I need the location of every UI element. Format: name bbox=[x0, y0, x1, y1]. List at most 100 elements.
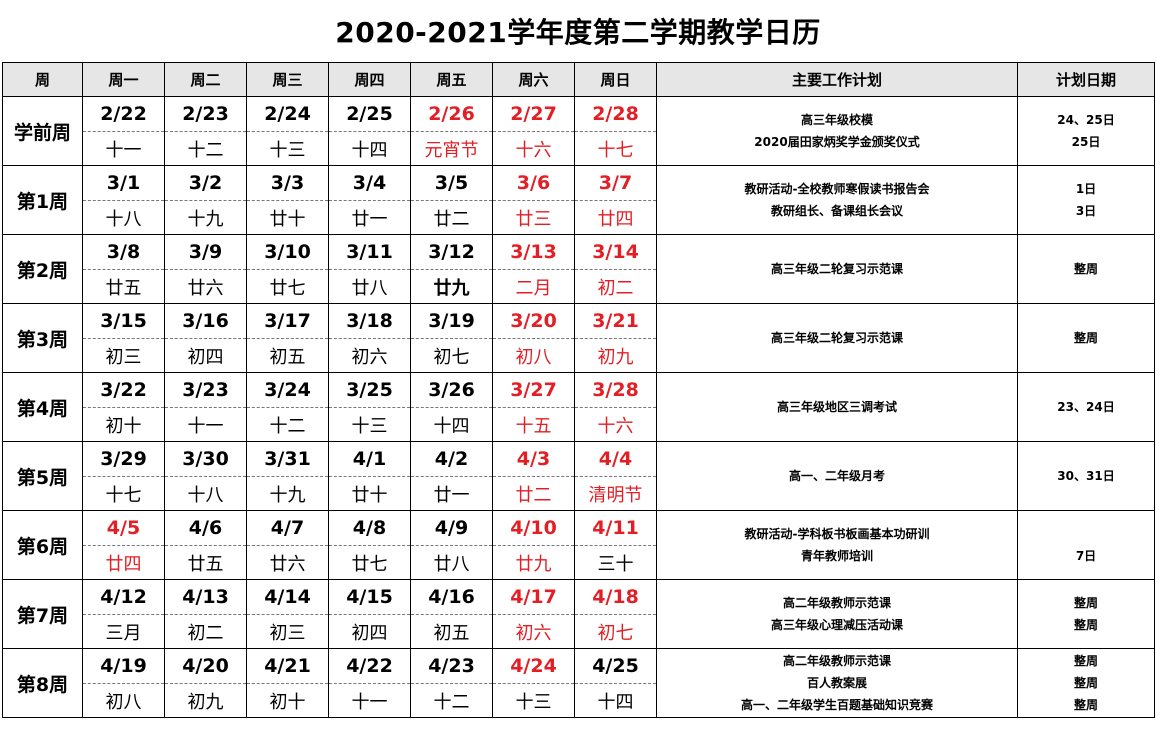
date-cell: 3/9 bbox=[164, 234, 247, 270]
date-cell: 2/27 bbox=[492, 96, 575, 132]
plan-item: 教研组长、备课组长会议 bbox=[770, 204, 903, 218]
plan-date-cell: 整周 bbox=[1017, 234, 1155, 304]
lunar-cell: 廿六 bbox=[164, 269, 247, 304]
week-label: 第7周 bbox=[2, 579, 83, 649]
lunar-cell: 廿一 bbox=[410, 476, 493, 511]
date-cell: 4/19 bbox=[82, 648, 165, 684]
lunar-cell: 初九 bbox=[164, 683, 247, 718]
lunar-cell: 初七 bbox=[574, 614, 657, 649]
date-cell: 4/9 bbox=[410, 510, 493, 546]
date-cell: 3/20 bbox=[492, 303, 575, 339]
week-date-row: 学前周 2/22 2/23 2/24 2/25 2/26 2/27 2/28 高三年级校模 202… bbox=[2, 96, 1155, 166]
header-fri: 周五 bbox=[410, 62, 493, 97]
plan-item: 百人教案展 bbox=[806, 676, 867, 690]
plan-item: 教研活动-学科板书板画基本功研训 bbox=[744, 527, 930, 541]
week-date-row: 第2周 3/8 3/9 3/10 3/11 3/12 3/13 3/14 高三年级二轮复习示范课… bbox=[2, 234, 1155, 304]
date-cell: 4/25 bbox=[574, 648, 657, 684]
plan-cell: 高二年级教师示范课 百人教案展 高一、二年级学生百题基础知识竞赛 bbox=[656, 648, 1018, 718]
lunar-cell: 廿一 bbox=[328, 200, 411, 235]
week-label: 第6周 bbox=[2, 510, 83, 580]
lunar-cell: 十九 bbox=[164, 200, 247, 235]
plan-date-item: 7日 bbox=[1075, 549, 1097, 563]
lunar-cell: 十四 bbox=[410, 407, 493, 442]
week-label: 第2周 bbox=[2, 234, 83, 304]
date-cell: 2/25 bbox=[328, 96, 411, 132]
lunar-cell: 廿五 bbox=[82, 269, 165, 304]
date-cell: 4/22 bbox=[328, 648, 411, 684]
week-label: 第3周 bbox=[2, 303, 83, 373]
date-cell: 4/3 bbox=[492, 441, 575, 477]
plan-date-item: 25日 bbox=[1071, 135, 1101, 149]
lunar-cell: 十八 bbox=[164, 476, 247, 511]
lunar-cell: 十四 bbox=[328, 131, 411, 166]
plan-date-cell: 整周 整周 整周 bbox=[1017, 648, 1155, 718]
date-cell: 4/8 bbox=[328, 510, 411, 546]
date-cell: 3/13 bbox=[492, 234, 575, 270]
lunar-cell: 十二 bbox=[164, 131, 247, 166]
date-cell: 4/24 bbox=[492, 648, 575, 684]
header-thu: 周四 bbox=[328, 62, 411, 97]
lunar-cell: 初十 bbox=[82, 407, 165, 442]
date-cell: 4/14 bbox=[246, 579, 329, 615]
lunar-cell: 廿十 bbox=[328, 476, 411, 511]
plan-cell: 高二年级教师示范课 高三年级心理减压活动课 bbox=[656, 579, 1018, 649]
plan-date-cell: 整周 bbox=[1017, 303, 1155, 373]
lunar-cell: 二月 bbox=[492, 269, 575, 304]
lunar-cell: 十六 bbox=[492, 131, 575, 166]
plan-cell: 高三年级二轮复习示范课 bbox=[656, 234, 1018, 304]
plan-cell: 高三年级地区三调考试 bbox=[656, 372, 1018, 442]
lunar-cell: 廿九 bbox=[410, 269, 493, 304]
plan-item: 高一、二年级学生百题基础知识竞赛 bbox=[740, 698, 933, 712]
lunar-cell: 初四 bbox=[328, 614, 411, 649]
date-cell: 3/26 bbox=[410, 372, 493, 408]
lunar-cell: 三十 bbox=[574, 545, 657, 580]
plan-date-item: 30、31日 bbox=[1057, 469, 1115, 483]
week-date-row: 第6周 4/5 4/6 4/7 4/8 4/9 4/10 4/11 教研活动-学科板书板画基本功… bbox=[2, 510, 1155, 580]
lunar-cell: 十三 bbox=[492, 683, 575, 718]
lunar-cell: 初五 bbox=[410, 614, 493, 649]
lunar-cell: 初二 bbox=[574, 269, 657, 304]
header-sun: 周日 bbox=[574, 62, 657, 97]
date-cell: 4/18 bbox=[574, 579, 657, 615]
date-cell: 3/7 bbox=[574, 165, 657, 201]
lunar-cell: 十八 bbox=[82, 200, 165, 235]
plan-item: 高二年级教师示范课 bbox=[782, 596, 891, 610]
date-cell: 2/28 bbox=[574, 96, 657, 132]
plan-date-item: 23、24日 bbox=[1057, 400, 1115, 414]
date-cell: 3/1 bbox=[82, 165, 165, 201]
lunar-cell: 初六 bbox=[492, 614, 575, 649]
lunar-cell: 清明节 bbox=[574, 476, 657, 511]
week-lunar-row: 三月 初二 初三 初四 初五 初六 初七 bbox=[3, 614, 1155, 649]
lunar-cell: 初七 bbox=[410, 338, 493, 373]
date-cell: 3/29 bbox=[82, 441, 165, 477]
lunar-cell: 十一 bbox=[164, 407, 247, 442]
week-label: 第8周 bbox=[2, 648, 83, 718]
lunar-cell: 初二 bbox=[164, 614, 247, 649]
week-date-row: 第8周 4/19 4/20 4/21 4/22 4/23 4/24 4/25 高二年级教师示范课… bbox=[2, 648, 1155, 718]
date-cell: 4/21 bbox=[246, 648, 329, 684]
plan-date-item: 整周 bbox=[1073, 698, 1098, 712]
date-cell: 3/4 bbox=[328, 165, 411, 201]
plan-date-item: 整周 bbox=[1073, 618, 1098, 632]
lunar-cell: 十六 bbox=[574, 407, 657, 442]
date-cell: 3/31 bbox=[246, 441, 329, 477]
week-date-row: 第4周 3/22 3/23 3/24 3/25 3/26 3/27 3/28 高三年级地区三调考… bbox=[2, 372, 1155, 442]
plan-item: 高三年级地区三调考试 bbox=[776, 400, 897, 414]
lunar-cell: 十三 bbox=[246, 131, 329, 166]
header-week: 周 bbox=[2, 62, 83, 97]
week-date-row: 第3周 3/15 3/16 3/17 3/18 3/19 3/20 3/21 高三年级二轮复习示… bbox=[2, 303, 1155, 373]
lunar-cell: 十七 bbox=[574, 131, 657, 166]
lunar-cell: 十三 bbox=[328, 407, 411, 442]
date-cell: 3/24 bbox=[246, 372, 329, 408]
date-cell: 3/2 bbox=[164, 165, 247, 201]
date-cell: 4/12 bbox=[82, 579, 165, 615]
date-cell: 3/21 bbox=[574, 303, 657, 339]
plan-date-item: 1日 bbox=[1075, 182, 1097, 196]
lunar-cell: 廿四 bbox=[82, 545, 165, 580]
week-lunar-row: 廿五 廿六 廿七 廿八 廿九 二月 初二 bbox=[3, 269, 1155, 304]
date-cell: 4/2 bbox=[410, 441, 493, 477]
date-cell: 4/4 bbox=[574, 441, 657, 477]
plan-item: 高三年级心理减压活动课 bbox=[770, 618, 903, 632]
lunar-cell: 廿四 bbox=[574, 200, 657, 235]
date-cell: 3/8 bbox=[82, 234, 165, 270]
